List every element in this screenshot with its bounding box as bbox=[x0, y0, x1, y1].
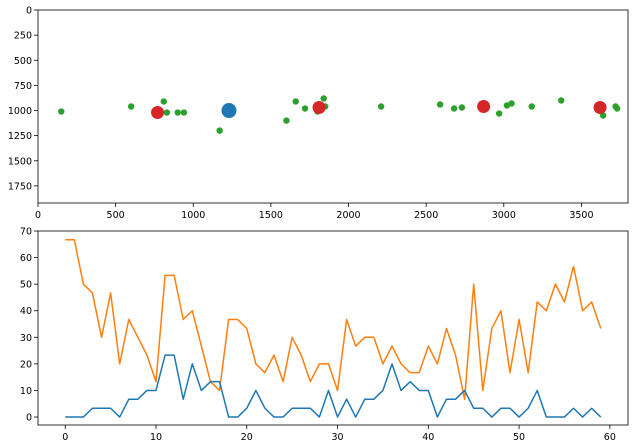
green-points-marker bbox=[283, 117, 290, 124]
green-points-marker bbox=[458, 104, 466, 111]
x-tick-label: 30 bbox=[331, 432, 343, 443]
green-points-marker bbox=[174, 109, 181, 116]
green-points-marker bbox=[613, 105, 621, 112]
x-tick-label: 50 bbox=[513, 432, 525, 443]
y-tick-label: 250 bbox=[14, 31, 32, 42]
y-tick-label: 750 bbox=[14, 81, 32, 92]
x-tick-label: 40 bbox=[422, 432, 434, 443]
x-tick-label: 1500 bbox=[259, 210, 283, 221]
green-points-marker bbox=[163, 109, 171, 116]
y-tick-label: 50 bbox=[20, 280, 32, 291]
y-tick-label: 70 bbox=[20, 227, 32, 238]
red-points-marker bbox=[477, 100, 491, 113]
y-tick-label: 30 bbox=[20, 333, 32, 344]
x-tick-label: 1000 bbox=[181, 210, 205, 221]
green-points-marker bbox=[127, 103, 135, 110]
scatter-chart: 0 500 1000 1500 2000 2500 3000 3500 0 250 500 750 10… bbox=[8, 6, 629, 221]
axes-frame bbox=[37, 230, 629, 426]
green-points-marker bbox=[216, 127, 223, 134]
y-tick-label: 10 bbox=[20, 386, 32, 397]
x-tick-label: 500 bbox=[107, 210, 125, 221]
x-tick-label: 0 bbox=[35, 210, 41, 221]
green-points-marker bbox=[301, 105, 309, 112]
x-tick-label: 60 bbox=[604, 432, 616, 443]
x-tick-label: 3500 bbox=[569, 210, 593, 221]
x-tick-label: 3000 bbox=[492, 210, 516, 221]
x-tick-label: 20 bbox=[241, 432, 253, 443]
y-tick-label: 20 bbox=[20, 359, 32, 370]
blue-point-marker bbox=[221, 103, 237, 119]
green-points-marker bbox=[58, 108, 65, 115]
green-points-marker bbox=[436, 101, 444, 108]
y-tick-label: 1250 bbox=[8, 131, 32, 142]
x-tick-label: 2000 bbox=[336, 210, 360, 221]
green-points-marker bbox=[558, 97, 565, 104]
y-tick-label: 1000 bbox=[8, 106, 32, 117]
line-chart: 0 10 20 30 40 50 60 0 10 20 30 40 50 60 70 bbox=[20, 227, 629, 443]
green-points-marker bbox=[292, 98, 299, 105]
y-tick-label: 40 bbox=[20, 306, 32, 317]
series-line-orange bbox=[65, 239, 602, 400]
y-tick-label: 60 bbox=[20, 253, 32, 264]
x-tick-label: 0 bbox=[62, 432, 68, 443]
y-tick-label: 1750 bbox=[8, 181, 32, 192]
green-points-marker bbox=[508, 100, 515, 107]
y-tick-label: 500 bbox=[14, 56, 32, 67]
green-points-marker bbox=[320, 95, 327, 102]
y-tick-label: 0 bbox=[26, 413, 32, 424]
green-points-marker bbox=[450, 105, 458, 112]
series-line-blue bbox=[65, 354, 602, 418]
red-points-marker bbox=[312, 101, 326, 115]
x-tick-label: 2500 bbox=[414, 210, 438, 221]
green-points-marker bbox=[377, 103, 385, 110]
green-points-marker bbox=[528, 103, 535, 110]
y-tick-label: 1500 bbox=[8, 156, 32, 167]
y-tick-label: 0 bbox=[26, 6, 32, 17]
red-points-marker bbox=[151, 106, 165, 120]
green-points-marker bbox=[180, 109, 188, 116]
green-points-marker bbox=[599, 112, 607, 119]
axes-frame bbox=[37, 9, 629, 204]
green-points-marker bbox=[160, 98, 167, 105]
red-points-marker bbox=[593, 101, 607, 115]
x-tick-label: 10 bbox=[150, 432, 162, 443]
green-points-marker bbox=[495, 110, 503, 117]
